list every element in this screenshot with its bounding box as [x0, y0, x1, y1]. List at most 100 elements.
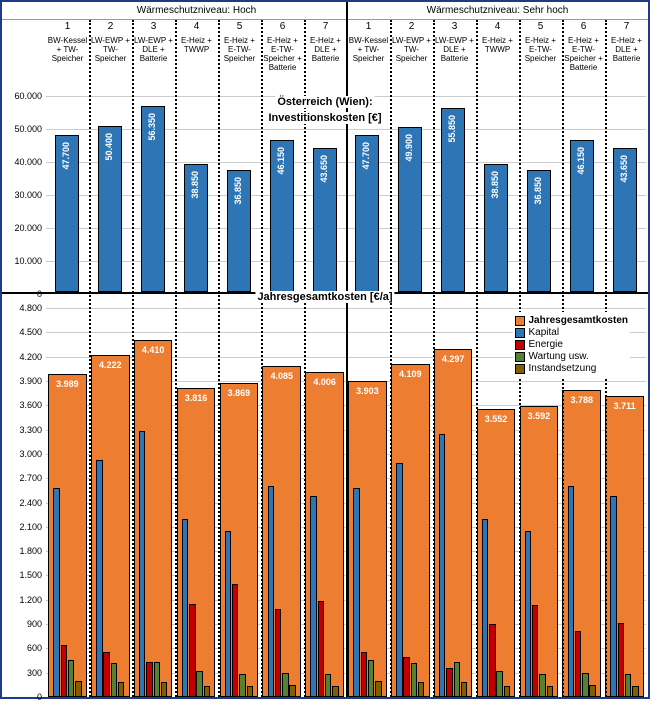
y-tick: 300	[27, 668, 42, 678]
header-left: Wärmeschutzniveau: Hoch	[46, 2, 347, 19]
wartung-bar	[625, 674, 631, 698]
energie-bar	[489, 624, 495, 697]
column-number: 4	[476, 20, 519, 34]
bottom-chart: Jahresgesamtkosten [€/a] 03006009001.200…	[2, 294, 648, 697]
kapital-bar	[310, 496, 316, 697]
y-tick: 1.800	[19, 546, 42, 556]
column-number: 3	[433, 20, 476, 34]
column-number: 4	[175, 20, 218, 34]
legend-swatch	[515, 340, 525, 350]
legend-item: Energie	[515, 339, 629, 350]
legend-swatch	[515, 316, 525, 326]
column-number-row: 12345671234567	[2, 20, 648, 34]
top-chart-title-2: Investitionskosten [€]	[266, 112, 383, 124]
bar-value-label: 56.350	[147, 113, 157, 141]
top-y-axis: 010.00020.00030.00040.00050.00060.000	[2, 90, 46, 292]
top-chart: 010.00020.00030.00040.00050.00060.000 47…	[2, 90, 648, 294]
instand-bar	[204, 686, 210, 697]
instand-bar	[289, 685, 295, 697]
wartung-bar	[111, 663, 117, 697]
bar-value-label: 38.850	[490, 171, 500, 199]
y-tick: 1.200	[19, 595, 42, 605]
bar-value-label: 36.850	[533, 177, 543, 205]
legend-swatch	[515, 352, 525, 362]
column-label: LW-EWP + TW-Speicher	[390, 34, 433, 90]
investment-bar: 36.850	[527, 170, 551, 292]
column-divider	[175, 20, 177, 697]
column-label: LW-EWP + TW-Speicher	[89, 34, 132, 90]
kapital-bar	[96, 460, 102, 697]
chart-container: Wärmeschutzniveau: Hoch Wärmeschutznivea…	[0, 0, 650, 699]
energie-bar	[618, 623, 624, 697]
bar-value-label: 50.400	[104, 133, 114, 161]
y-tick: 2.700	[19, 473, 42, 483]
energie-bar	[103, 652, 109, 697]
energie-bar	[446, 668, 452, 697]
y-tick: 20.000	[14, 223, 42, 233]
instand-bar	[589, 685, 595, 697]
energie-bar	[361, 652, 367, 697]
instand-bar	[118, 682, 124, 697]
investment-bar: 38.850	[484, 164, 508, 292]
legend-label: Jahresgesamtkosten	[529, 315, 629, 326]
kapital-bar	[439, 434, 445, 697]
column-label: E-Heiz + DLE + Batterie	[304, 34, 347, 90]
wartung-bar	[368, 660, 374, 697]
legend-label: Energie	[529, 339, 563, 350]
kapital-bar	[482, 519, 488, 697]
y-tick: 3.300	[19, 425, 42, 435]
wartung-bar	[325, 674, 331, 698]
bar-value-label: 3.592	[521, 411, 558, 421]
wartung-bar	[539, 674, 545, 697]
legend-item: Wartung usw.	[515, 351, 629, 362]
legend-label: Kapital	[529, 327, 560, 338]
y-tick: 3.600	[19, 400, 42, 410]
investment-bar: 49.900	[398, 127, 422, 292]
y-tick: 4.200	[19, 352, 42, 362]
bar-value-label: 46.150	[276, 147, 286, 175]
instand-bar	[632, 686, 638, 697]
energie-bar	[232, 584, 238, 697]
column-number: 7	[304, 20, 347, 34]
column-label: E-Heiz + DLE + Batterie	[605, 34, 648, 90]
bar-value-label: 36.850	[233, 177, 243, 205]
bar-value-label: 3.552	[478, 414, 515, 424]
instand-bar	[332, 686, 338, 697]
legend-swatch	[515, 364, 525, 374]
wartung-bar	[454, 662, 460, 697]
bar-value-label: 3.711	[606, 401, 643, 411]
column-divider	[89, 20, 91, 697]
header-row: Wärmeschutzniveau: Hoch Wärmeschutznivea…	[2, 2, 648, 20]
column-divider	[261, 20, 263, 697]
bar-value-label: 4.222	[92, 360, 129, 370]
instand-bar	[504, 686, 510, 697]
column-number: 3	[132, 20, 175, 34]
column-label: BW-Kessel + TW-Speicher	[46, 34, 89, 90]
y-tick: 900	[27, 619, 42, 629]
wartung-bar	[239, 674, 245, 697]
instand-bar	[461, 682, 467, 697]
legend-swatch	[515, 328, 525, 338]
y-tick: 3.000	[19, 449, 42, 459]
legend-label: Instandsetzung	[529, 363, 597, 374]
bar-value-label: 3.989	[49, 379, 86, 389]
wartung-bar	[68, 660, 74, 697]
kapital-bar	[139, 431, 145, 697]
wartung-bar	[411, 663, 417, 697]
instand-bar	[418, 682, 424, 697]
energie-bar	[61, 645, 67, 697]
bar-value-label: 4.006	[306, 377, 343, 387]
bar-value-label: 4.109	[392, 369, 429, 379]
column-number: 2	[390, 20, 433, 34]
bar-value-label: 46.150	[576, 147, 586, 175]
investment-bar: 43.650	[313, 148, 337, 292]
bar-value-label: 43.650	[619, 155, 629, 183]
legend-item: Instandsetzung	[515, 363, 629, 374]
kapital-bar	[525, 531, 531, 697]
column-label: E-Heiz + E-TW-Speicher	[519, 34, 562, 90]
wartung-bar	[196, 671, 202, 697]
column-number: 1	[46, 20, 89, 34]
instand-bar	[161, 682, 167, 697]
column-number: 7	[605, 20, 648, 34]
instand-bar	[247, 686, 253, 697]
